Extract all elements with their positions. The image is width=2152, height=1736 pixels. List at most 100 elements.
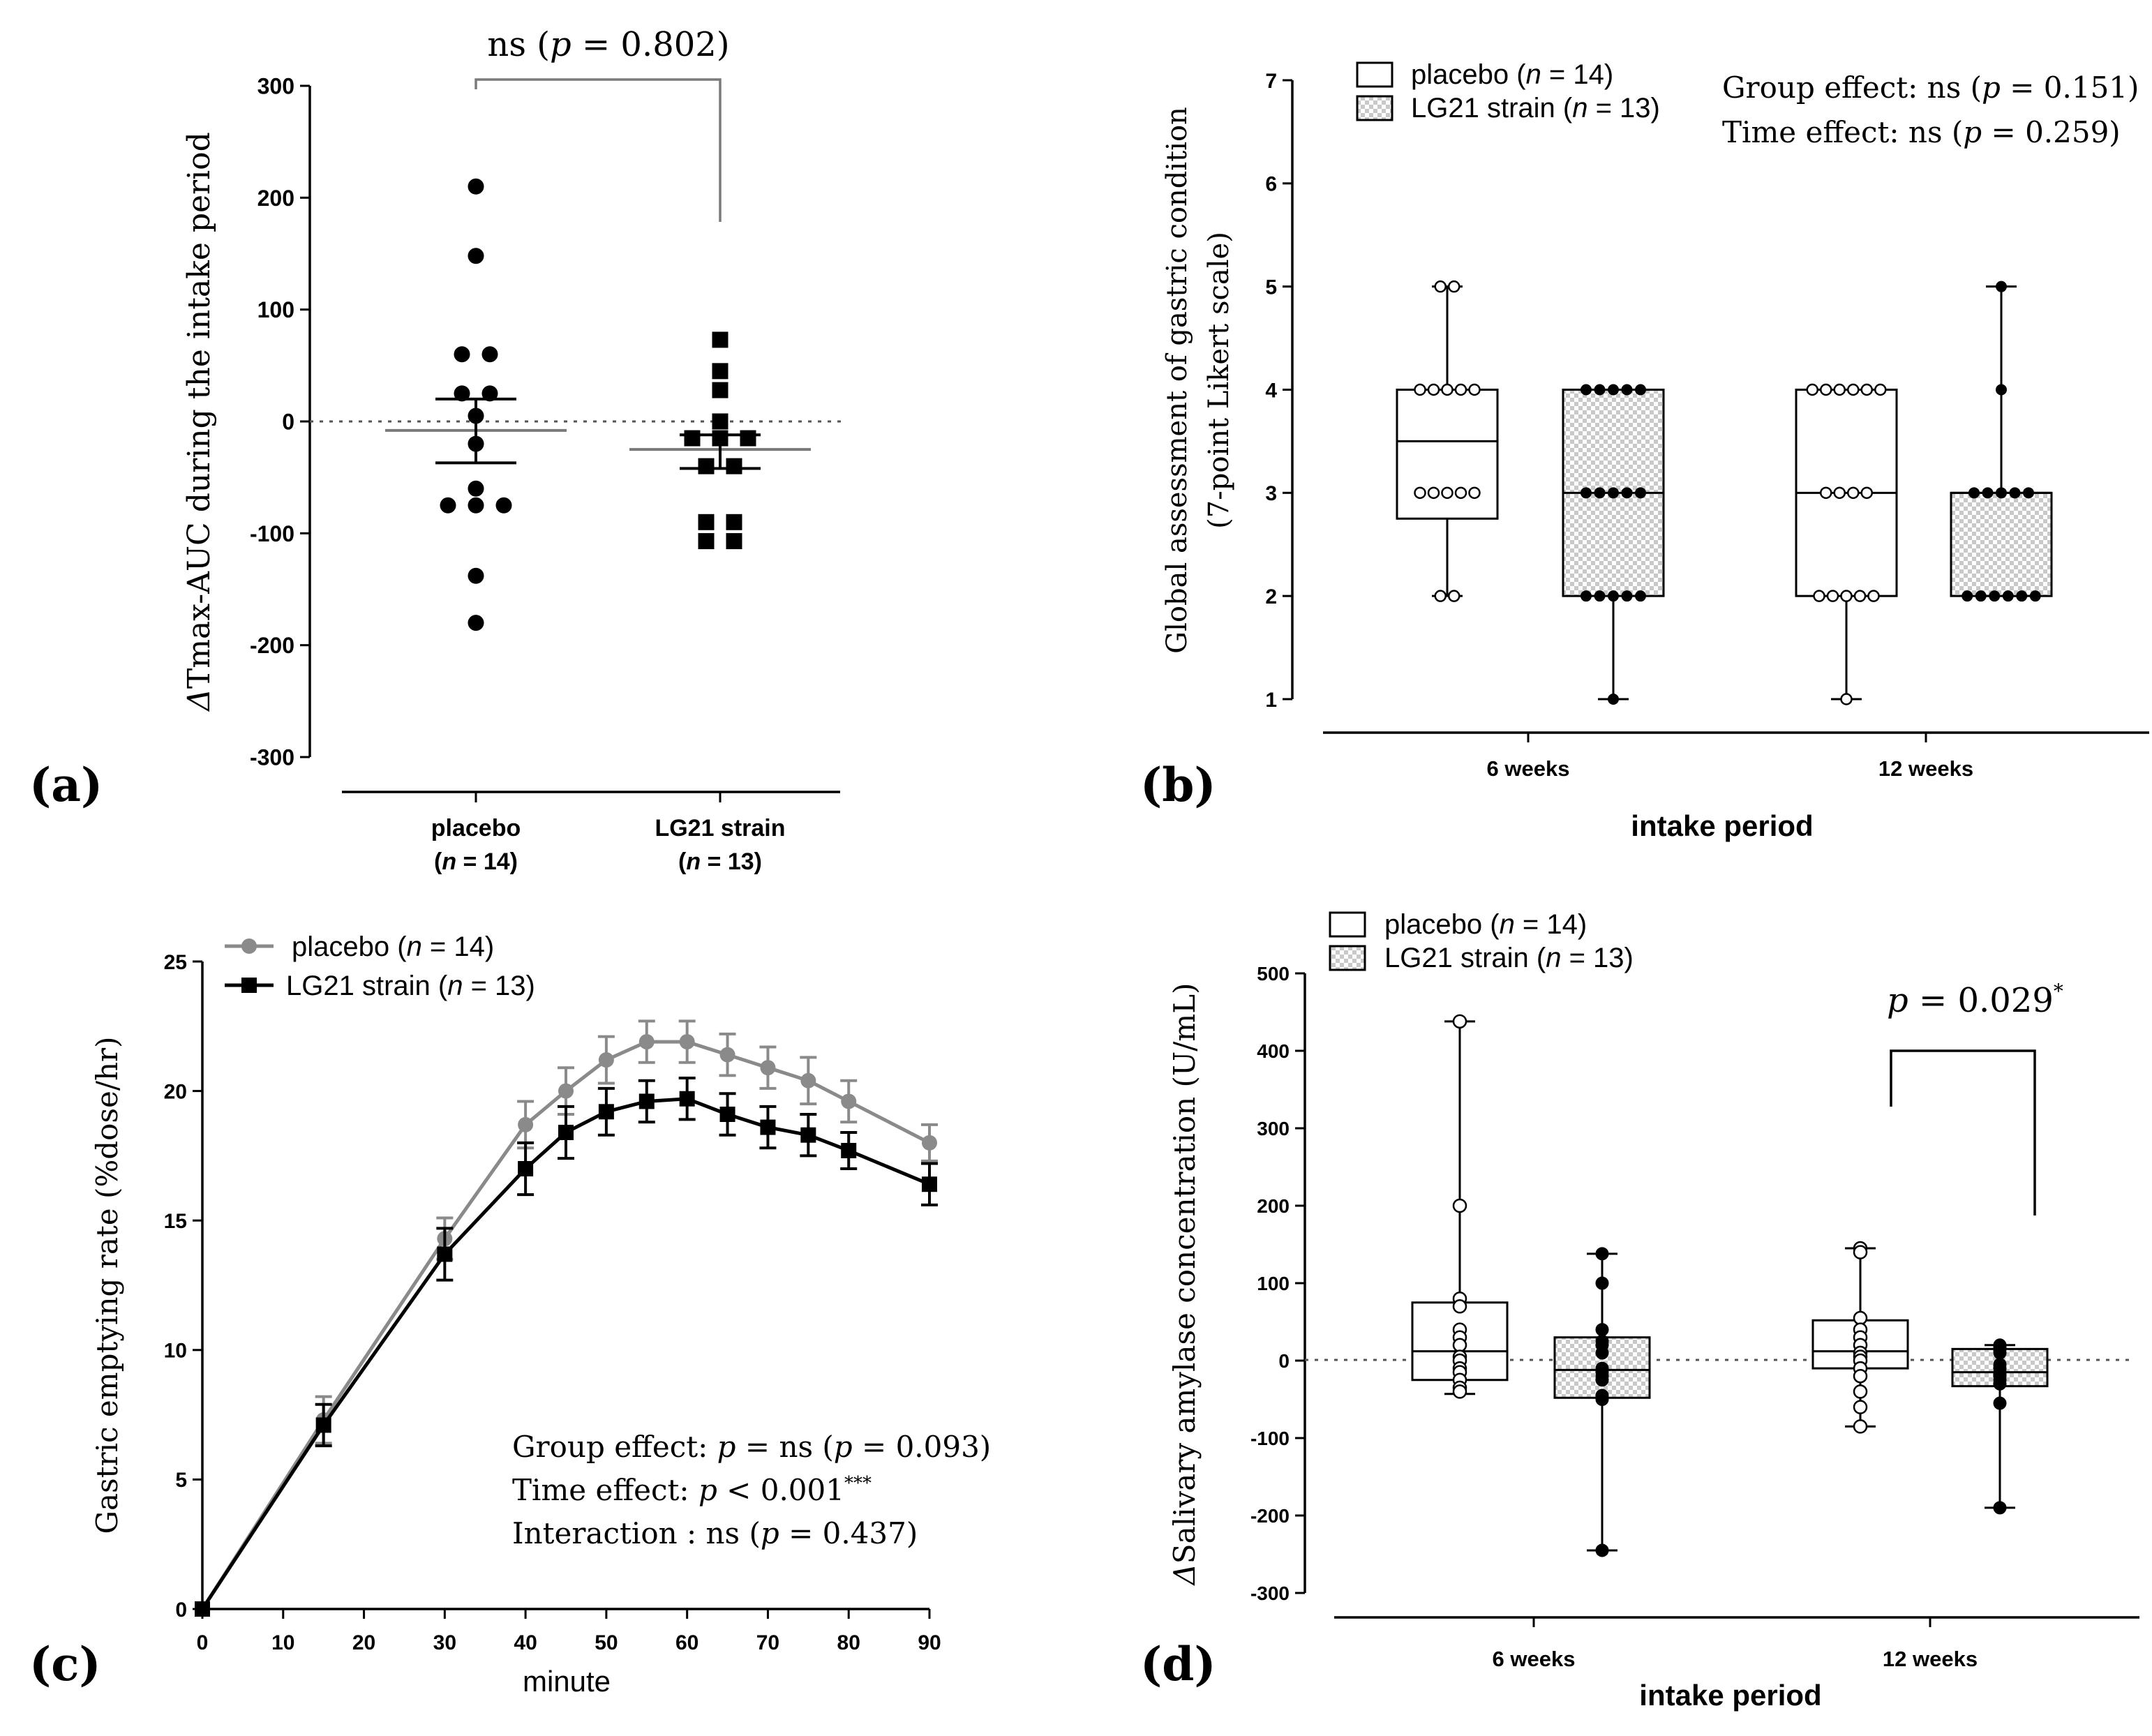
panel-a-point-placebo [440,497,456,514]
panel-b-legend-lg21-swatch [1356,95,1393,121]
x-tick-label: 90 [918,1631,941,1654]
panel-b-point [2009,487,2021,499]
panel-c-point-LG21 strain [719,1107,735,1123]
panel-b-point [1427,383,1440,396]
panel-a-category-1-name: placebo [431,815,521,841]
panel-b-point [1441,486,1454,500]
panel-a: (a) ns (p = 0.802) 300 200 100 0 -100 -200 -30… [29,25,842,875]
panel-d-point [1595,1346,1609,1360]
panel-c-point-placebo [719,1047,735,1063]
panel-a-point-LG21 strain [712,363,728,380]
panel-b-point [1621,384,1633,396]
panel-b-point [1594,487,1606,499]
panel-b-stat-group: Group effect: ns (p = 0.151) [1722,70,2139,105]
panel-b-point [1833,486,1846,500]
panel-b-point [1468,486,1481,500]
panel-c-y-label: Gastric emptying rate (%dose/hr) [90,1036,124,1534]
panel-b-category-2: 12 weeks [1878,756,1973,781]
panel-b-point [1996,384,2007,396]
panel-b-category-1: 6 weeks [1487,756,1570,781]
panel-d-point [1595,1247,1609,1261]
panel-d-point [1853,1419,1868,1434]
panel-a-label: (a) [29,758,103,812]
panel-d-legend-placebo-swatch [1329,911,1366,938]
panel-c-y-ticks: 0 5 10 15 20 25 [164,951,202,1622]
panel-d-y-label: ΔSalivary amylase concentration (U/mL) [1167,982,1202,1586]
panel-b-point [1962,590,1973,602]
panel-b-point [1860,383,1873,396]
panel-b-point [1581,487,1592,499]
panel-c-point-LG21 strain [518,1160,534,1176]
panel-b-point [1454,383,1467,396]
panel-a-point-LG21 strain [726,533,742,550]
panel-a-point-placebo [468,178,484,195]
panel-b-point [1874,383,1887,396]
y-tick-label: 0 [1278,1350,1290,1372]
y-tick-label: 500 [1257,963,1290,985]
panel-a-point-placebo [468,248,484,264]
panel-b-point [1434,280,1447,293]
panel-b-point [1996,280,2007,292]
x-tick-label: 70 [756,1631,779,1654]
panel-d-y-ticks: 500 400 300 200 100 0 -100 -200 -300 [1250,963,1305,1604]
panel-d-comparison-bracket [1890,1049,2036,1215]
panel-b-stat-time: Time effect: ns (p = 0.259) [1722,115,2121,149]
panel-d-point [1452,1014,1467,1029]
panel-c-point-LG21 strain [638,1093,655,1109]
panel-c-point-LG21 strain [558,1124,574,1140]
panel-c-x-ticks: 0 10 20 30 40 50 60 70 80 90 [197,1609,941,1654]
panel-b-point [2016,590,2028,602]
panel-d-point [1993,1501,2007,1515]
panel-b-legend-placebo-swatch [1356,61,1393,88]
panel-a-point-LG21 strain [684,430,701,447]
panel-b-point [1608,590,1619,602]
y-tick-label: 100 [257,297,294,322]
panel-c-point-placebo [598,1052,614,1068]
panel-b-point [1847,486,1860,500]
panel-d-point [1595,1393,1609,1406]
panel-a-y-label: ΔTmax-AUC during the intake period [181,132,217,712]
panel-b-point [2023,487,2034,499]
panel-c-stat-time: Time effect: p < 0.001*** [512,1473,872,1507]
panel-a-category-1-n: (n = 14) [434,848,518,875]
panel-b-point [1414,486,1426,500]
panel-b-y-ticks: 7 6 5 4 3 2 1 [1265,70,1292,712]
y-tick-label: 100 [1257,1273,1290,1294]
panel-b-point [1860,486,1873,500]
panel-c-point-placebo [760,1060,776,1076]
y-tick-label: 20 [164,1080,187,1103]
y-tick-label: -100 [250,521,294,546]
x-tick-label: 30 [433,1631,456,1654]
panel-c-point-LG21 strain [598,1104,614,1120]
panel-c-label: (c) [29,1637,101,1691]
panel-b-label: (b) [1140,758,1216,812]
panel-a-point-LG21 strain [698,514,715,530]
panel-b-legend-placebo: placebo (n = 14) [1411,59,1613,90]
panel-b-point [1820,486,1832,500]
panel-c-data-marks [195,1019,938,1617]
y-tick-label: 3 [1265,482,1277,505]
y-tick-label: 10 [164,1340,187,1363]
panel-c-legend-lg21-marker [241,978,257,993]
y-tick-label: 200 [1257,1195,1290,1217]
panel-b-point [1847,383,1860,396]
panel-b-point [1608,694,1619,705]
y-tick-label: 0 [175,1599,187,1622]
panel-a-point-LG21 strain [698,458,715,474]
y-tick-label: 7 [1265,70,1277,93]
panel-b-point [1581,590,1592,602]
panel-b-point [1820,383,1832,396]
x-tick-label: 20 [352,1631,375,1654]
panel-b-point [1621,487,1633,499]
panel-b-point [1581,384,1592,396]
y-tick-label: -100 [1250,1428,1290,1449]
panel-b-y-label-line1: Global assessment of gastric condition [1161,107,1193,654]
x-tick-label: 60 [675,1631,698,1654]
y-tick-label: 4 [1265,379,1277,402]
panel-d-point [1595,1276,1609,1290]
panel-c-point-LG21 strain [679,1091,695,1107]
panel-c-point-LG21 strain [315,1417,331,1433]
panel-d-point [1993,1396,2007,1410]
panel-a-point-placebo [468,480,484,497]
panel-c-point-LG21 strain [437,1246,453,1262]
